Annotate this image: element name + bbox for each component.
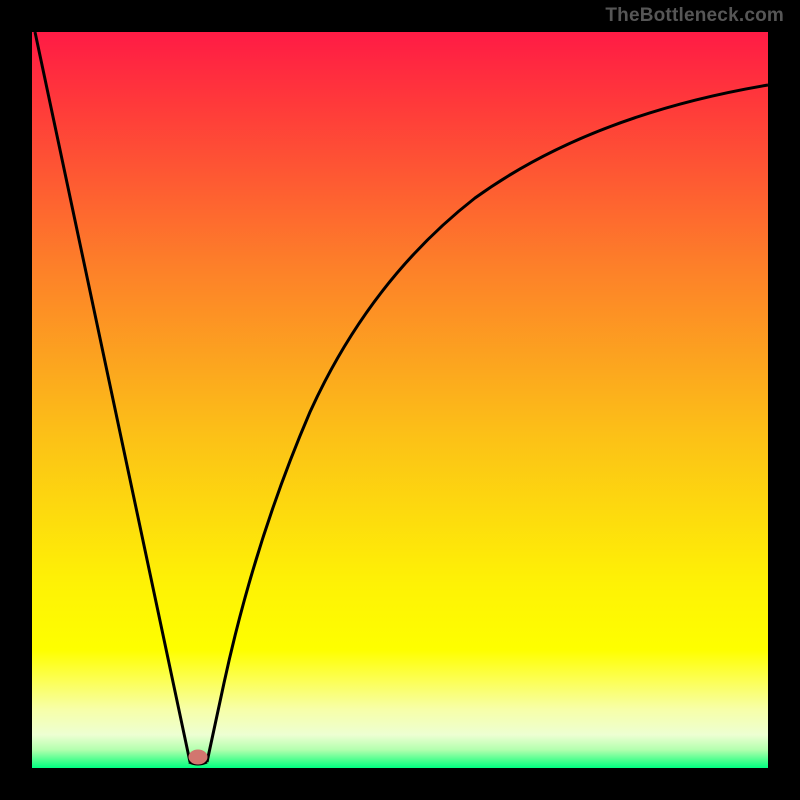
watermark-text: TheBottleneck.com	[605, 5, 784, 27]
plot-area	[32, 32, 768, 768]
chart-background	[0, 0, 800, 800]
chart-container: TheBottleneck.com	[0, 0, 800, 800]
